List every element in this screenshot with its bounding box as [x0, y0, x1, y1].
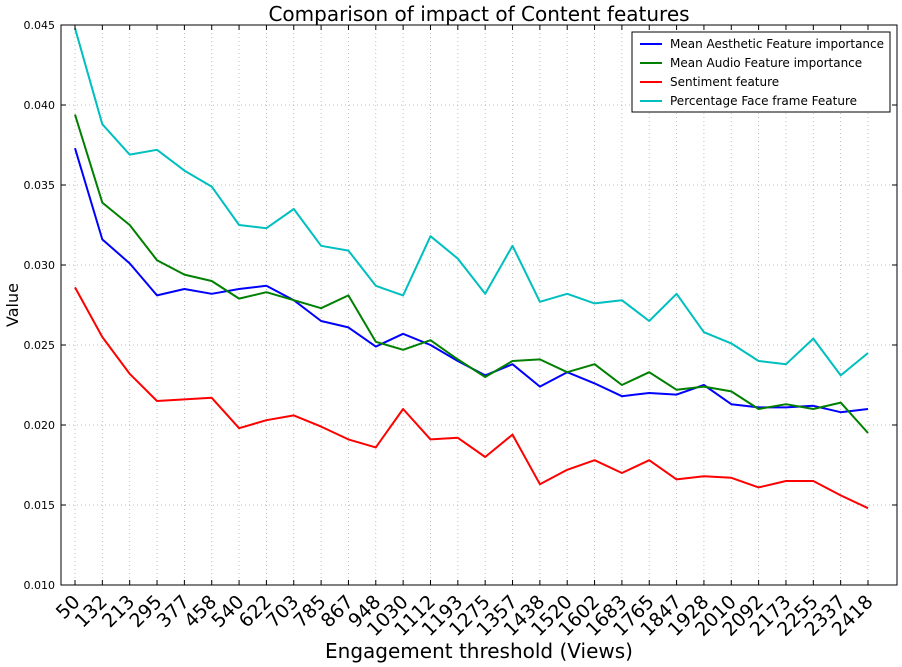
series-line-3	[74, 286, 869, 510]
y-tick-label: 0.020	[24, 419, 56, 432]
y-tick-label: 0.045	[24, 19, 56, 32]
legend-label: Mean Audio Feature importance	[670, 56, 862, 70]
y-tick-label: 0.030	[24, 259, 56, 272]
y-axis: 0.010 0.015 0.020 0.025 0.030 0.035 0.040 0.045	[24, 19, 897, 592]
series-line-2	[74, 114, 869, 434]
y-tick-label: 0.010	[24, 579, 56, 592]
y-tick-label: 0.015	[24, 499, 56, 512]
y-axis-label: Value	[3, 283, 22, 327]
legend-box	[631, 31, 891, 113]
legend: Mean Aesthetic Feature importance Mean Au…	[631, 31, 891, 113]
y-tick-label: 0.035	[24, 179, 56, 192]
plot-frame	[60, 24, 898, 586]
x-axis-label: Engagement threshold (Views)	[325, 639, 633, 663]
grid	[61, 25, 897, 585]
chart-title: Comparison of impact of Content features	[268, 2, 689, 26]
series-lines	[74, 27, 869, 510]
y-tick-label: 0.025	[24, 339, 56, 352]
y-tick-label: 0.040	[24, 99, 56, 112]
legend-label: Percentage Face frame Feature	[670, 94, 857, 108]
legend-label: Sentiment feature	[670, 75, 779, 89]
series-line-4	[74, 27, 869, 377]
legend-label: Mean Aesthetic Feature importance	[670, 37, 884, 51]
